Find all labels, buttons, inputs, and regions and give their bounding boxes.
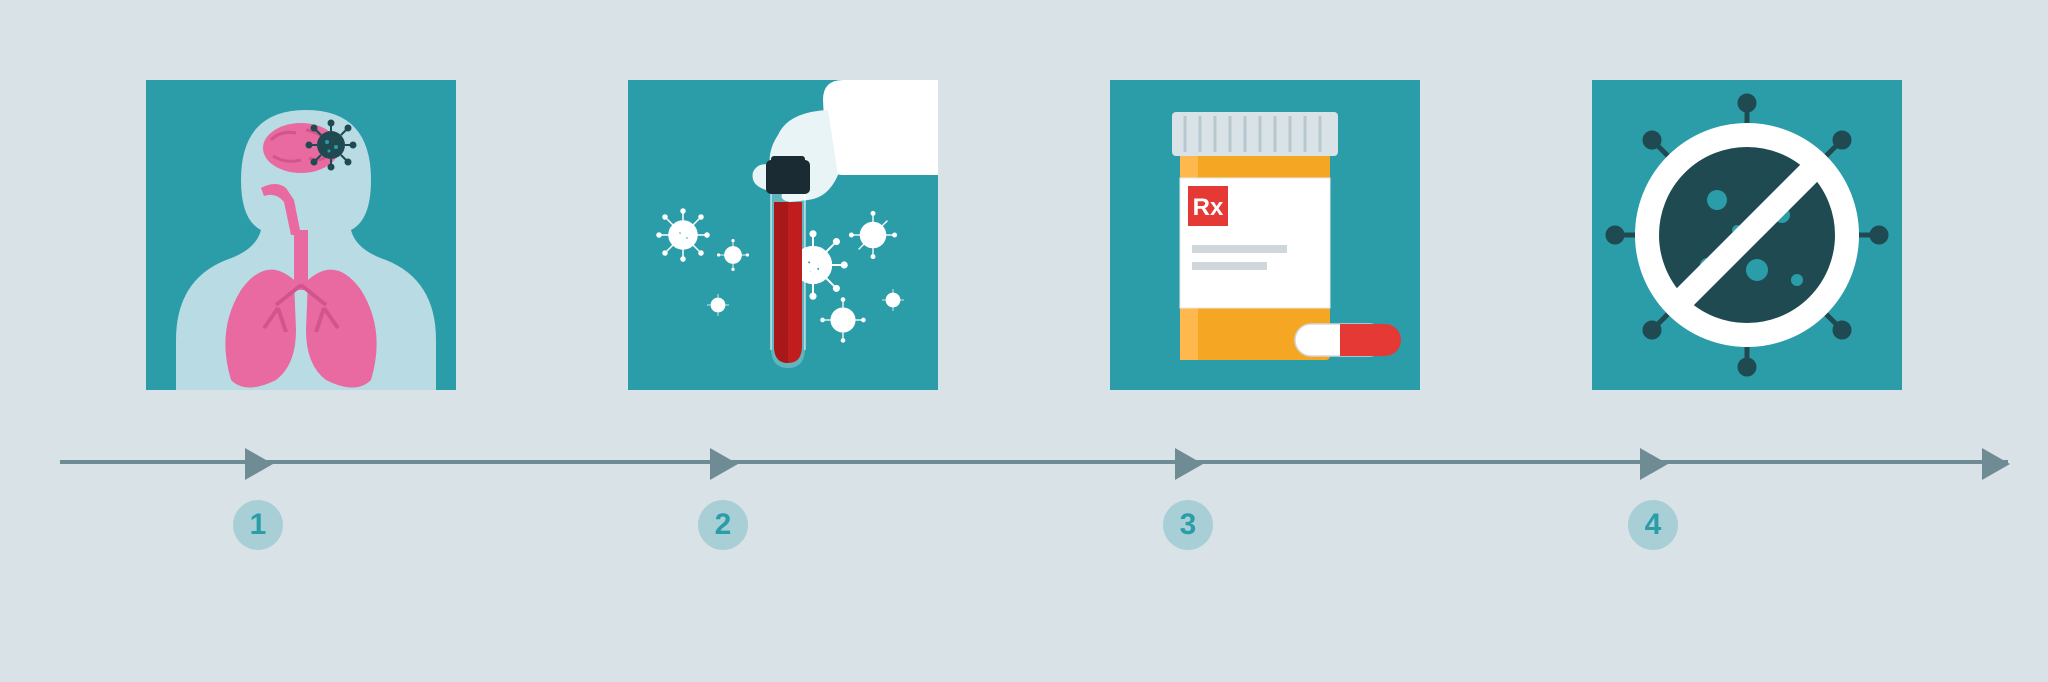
step-badge-4: 4	[1628, 500, 1678, 550]
timeline-marker-2	[710, 448, 738, 480]
blood-test-icon	[628, 80, 938, 390]
step-number-1: 1	[250, 508, 267, 542]
step-card-2	[628, 80, 938, 390]
timeline-marker-3	[1175, 448, 1203, 480]
step-number-2: 2	[715, 508, 732, 542]
step-badge-1: 1	[233, 500, 283, 550]
timeline-marker-1	[245, 448, 273, 480]
timeline-end-arrow	[1982, 448, 2010, 480]
timeline-line	[60, 460, 2008, 464]
timeline-marker-4	[1640, 448, 1668, 480]
step-card-3: Rx	[1110, 80, 1420, 390]
virus-prohibited-icon	[1592, 80, 1902, 390]
medication-icon: Rx	[1110, 80, 1420, 390]
rx-label: Rx	[1193, 194, 1224, 221]
step-cards-row: Rx	[0, 80, 2048, 390]
step-card-4	[1592, 80, 1902, 390]
step-badge-3: 3	[1163, 500, 1213, 550]
human-respiratory-icon	[146, 80, 456, 390]
step-number-3: 3	[1180, 508, 1197, 542]
step-card-1	[146, 80, 456, 390]
step-badge-2: 2	[698, 500, 748, 550]
step-number-4: 4	[1645, 508, 1662, 542]
